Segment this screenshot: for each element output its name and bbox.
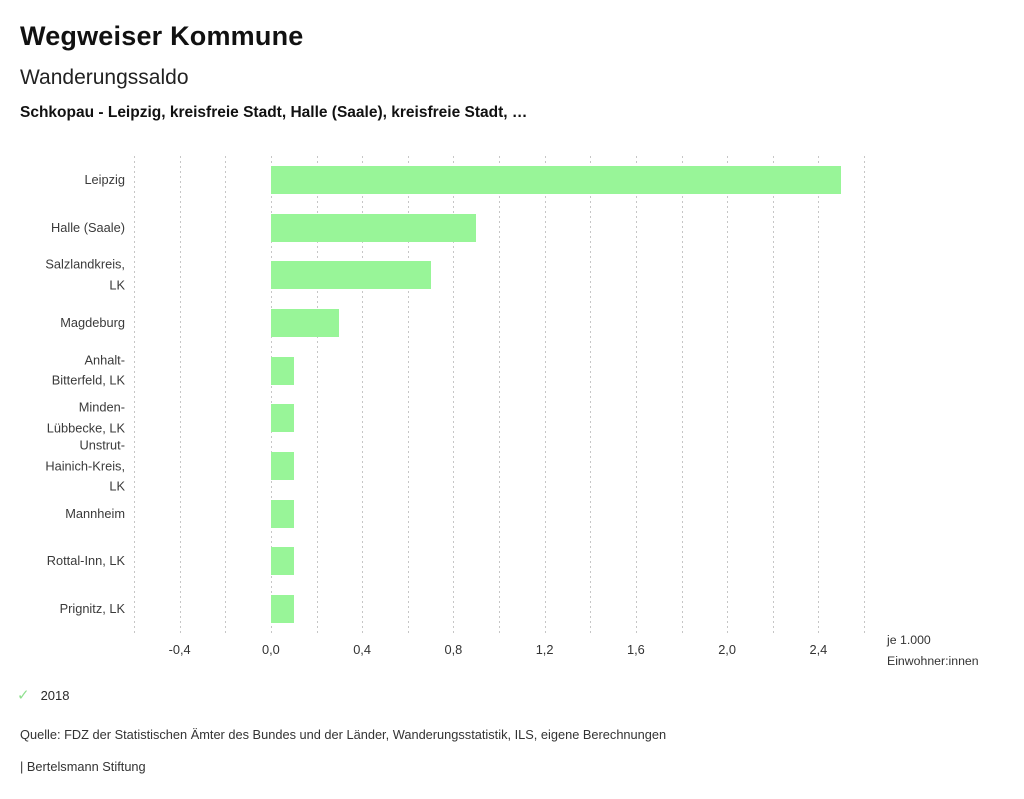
bar-Salzlandkreis, LK[interactable] (270, 261, 431, 290)
grid-line (316, 156, 318, 633)
grid-line (407, 156, 409, 633)
row-label: Salzlandkreis, LK (45, 256, 125, 293)
bar-Anhalt-Bitterfeld, LK[interactable] (270, 356, 294, 385)
bar-Minden-Lübbecke, LK[interactable] (270, 404, 294, 433)
row-label: Halle (Saale) (51, 219, 125, 235)
legend-year-label: 2018 (40, 688, 70, 703)
chart-subtitle: Schkopau - Leipzig, kreisfreie Stadt, Ha… (20, 104, 528, 121)
x-tick-label: 2,0 (718, 642, 736, 657)
plot-area: Leipzig Halle (Saale) Salzlandkreis, LK Mag… (45, 156, 865, 633)
x-tick-label: 1,2 (535, 642, 554, 657)
x-tick-label: 1,6 (626, 642, 645, 657)
axis-unit-label: je 1.000 Einwohner:innen (887, 633, 979, 668)
x-tick-label: 0,4 (353, 642, 371, 657)
row-label: Rottal-Inn, LK (46, 553, 125, 569)
x-tick-label: 0,0 (261, 642, 280, 657)
grid-line (179, 156, 181, 633)
chart-row: Unstrut- Hainich-Kreis, LK (0, 437, 864, 493)
chart-row: Mannheim (0, 490, 864, 538)
check-icon: ✓ (17, 687, 30, 704)
chart-row: Leipzig (0, 156, 864, 204)
row-label: Unstrut- Hainich-Kreis, LK (45, 437, 125, 494)
row-label: Anhalt- Bitterfeld, LK (51, 352, 125, 388)
chart-row: Minden- Lübbecke, LK (0, 395, 864, 443)
grid-line (499, 156, 500, 633)
grid-line (453, 156, 455, 633)
grid-line (681, 156, 683, 633)
chart-row: Halle (Saale) (0, 204, 864, 252)
grid-line (134, 156, 135, 633)
grid-line (772, 156, 774, 633)
chart-row: Magdeburg (0, 299, 864, 347)
grid-line (727, 156, 729, 633)
app-title: Wegweiser Kommune (20, 21, 304, 51)
grid-line (818, 156, 820, 633)
legend-item-2018[interactable]: ✓ 2018 (17, 688, 70, 703)
x-tick-label: 2,4 (809, 642, 828, 657)
brand-text: | Bertelsmann Stiftung (20, 759, 146, 774)
row-label: Minden- Lübbecke, LK (46, 399, 125, 436)
grid-line (590, 156, 592, 633)
grid-line (864, 156, 865, 633)
x-tick-label: 0,8 (444, 642, 463, 657)
bar-Unstrut-Hainich-Kreis, LK[interactable] (270, 452, 294, 481)
bar-Mannheim[interactable] (270, 499, 294, 528)
source-text: Quelle: FDZ der Statistischen Ämter des … (20, 727, 667, 742)
chart-row: Salzlandkreis, LK (0, 251, 864, 299)
bar-Leipzig[interactable] (270, 165, 842, 194)
grid-line (544, 156, 546, 633)
row-label: Leipzig (84, 171, 125, 187)
bar-Magdeburg[interactable] (270, 308, 340, 337)
grid-line (270, 156, 272, 633)
chart-row: Prignitz, LK (0, 585, 864, 633)
grid-line (225, 156, 227, 633)
grid-line (635, 156, 637, 633)
bar-Prignitz, LK[interactable] (270, 595, 294, 624)
row-label: Prignitz, LK (59, 600, 125, 616)
x-tick-label: -0,4 (168, 642, 191, 657)
chart-row: Anhalt- Bitterfeld, LK (0, 347, 864, 395)
row-label: Magdeburg (60, 314, 125, 330)
chart-row: Rottal-Inn, LK (0, 538, 864, 586)
bar-Rottal-Inn, LK[interactable] (270, 547, 294, 576)
bar-Halle (Saale)[interactable] (270, 213, 477, 242)
chart-title: Wanderungssaldo (20, 66, 189, 89)
grid-line (362, 156, 364, 633)
row-label: Mannheim (65, 505, 125, 521)
